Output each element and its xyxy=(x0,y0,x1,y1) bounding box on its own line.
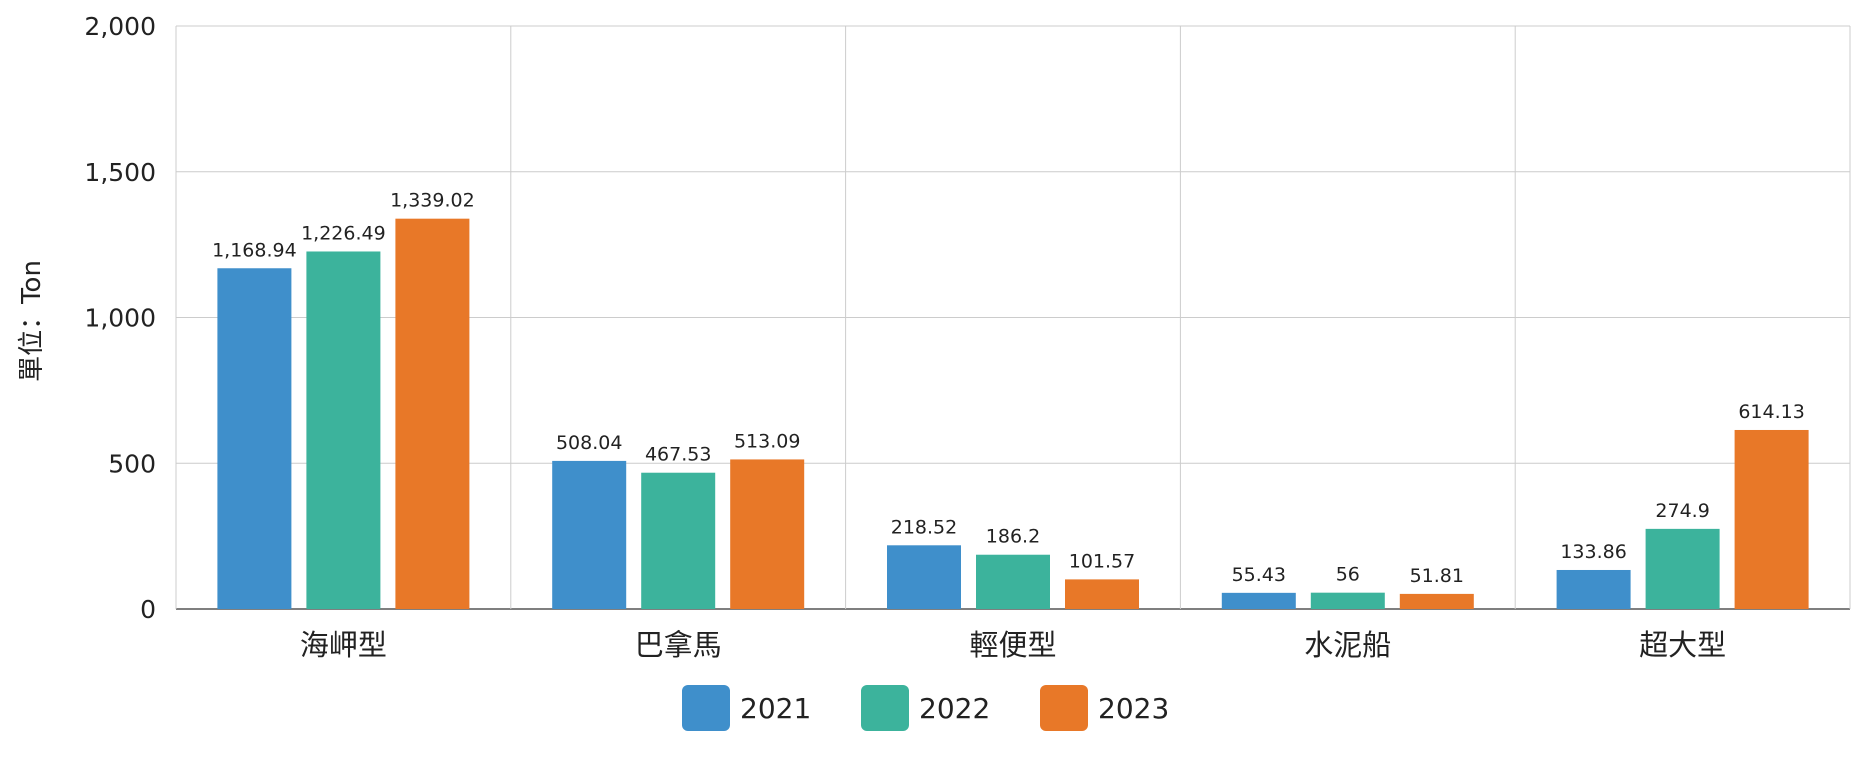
x-category-label: 輕便型 xyxy=(969,628,1056,662)
data-label: 1,168.94 xyxy=(212,239,297,261)
data-label: 101.57 xyxy=(1069,550,1135,572)
y-axis-ticks: 0 500 1,000 1,500 2,000 xyxy=(84,12,156,624)
y-tick-label: 1,500 xyxy=(84,158,156,187)
y-axis-title: 單位：Ton xyxy=(17,260,47,382)
x-category-label: 海岬型 xyxy=(300,628,387,662)
data-label: 274.9 xyxy=(1655,500,1709,522)
bar-2021 xyxy=(552,460,627,609)
data-label: 1,226.49 xyxy=(301,222,386,244)
legend-swatch-2023 xyxy=(1040,685,1088,731)
legend-swatch-2021 xyxy=(682,685,730,731)
bar-2023 xyxy=(730,459,805,609)
x-axis-categories: 海岬型 巴拿馬 輕便型 水泥船 超大型 xyxy=(300,628,1726,662)
x-category-label: 水泥船 xyxy=(1304,628,1391,662)
data-label: 186.2 xyxy=(986,526,1040,548)
bar-2022 xyxy=(1645,528,1720,609)
bars xyxy=(217,218,1809,610)
data-label: 51.81 xyxy=(1410,565,1464,587)
bar-2023 xyxy=(1399,593,1474,609)
y-tick-label: 500 xyxy=(108,449,156,478)
bar-2022 xyxy=(976,554,1050,609)
bar-2023 xyxy=(1734,429,1809,609)
value-labels: 1,168.941,226.491,339.02 508.04 467.53 513.… xyxy=(212,190,1805,587)
data-label: 513.09 xyxy=(734,430,800,452)
bar-2023 xyxy=(395,218,470,610)
data-label: 1,339.02 xyxy=(390,190,475,212)
x-category-label: 巴拿馬 xyxy=(635,628,722,662)
bar-2021 xyxy=(1221,592,1296,609)
bar-2021 xyxy=(887,545,961,609)
data-label: 467.53 xyxy=(645,444,711,466)
x-category-label: 超大型 xyxy=(1639,628,1726,662)
data-label: 55.43 xyxy=(1232,564,1286,586)
data-label: 508.04 xyxy=(556,432,622,454)
legend-label-2021: 2021 xyxy=(740,692,811,725)
bar-2021 xyxy=(217,268,292,609)
bar-2023 xyxy=(1065,579,1139,609)
y-tick-label: 2,000 xyxy=(84,12,156,41)
legend-label-2023: 2023 xyxy=(1098,692,1169,725)
y-tick-label: 1,000 xyxy=(84,304,156,333)
bar-2022 xyxy=(641,472,716,609)
y-tick-label: 0 xyxy=(140,595,156,624)
data-label: 218.52 xyxy=(891,516,957,538)
data-label: 56 xyxy=(1336,564,1360,586)
legend-swatch-2022 xyxy=(861,685,909,731)
legend: 2021 2022 2023 xyxy=(682,685,1169,731)
bar-2021 xyxy=(1556,569,1631,609)
data-label: 614.13 xyxy=(1738,401,1804,423)
legend-label-2022: 2022 xyxy=(919,692,990,725)
data-label: 133.86 xyxy=(1560,541,1626,563)
bar-2022 xyxy=(1310,592,1385,609)
bar-2022 xyxy=(306,251,381,610)
